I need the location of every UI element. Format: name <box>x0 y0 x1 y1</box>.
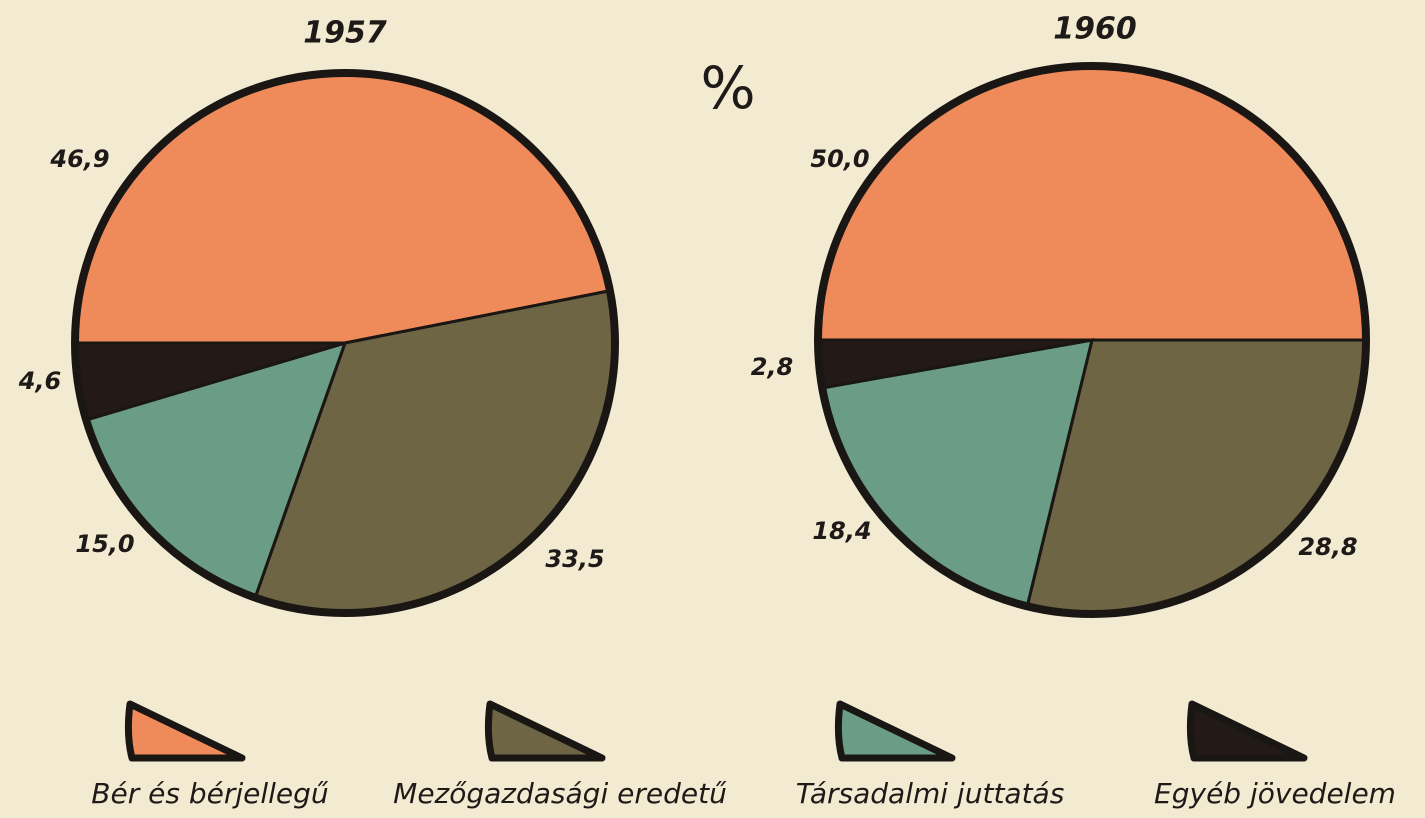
legend-label: Bér és bérjellegű <box>91 777 329 810</box>
legend-label: Mezőgazdasági eredetű <box>393 777 727 810</box>
legend-swatch <box>834 700 956 762</box>
value-label: 4,6 <box>18 367 62 395</box>
value-label: 18,4 <box>812 517 871 545</box>
legend-label: Társadalmi juttatás <box>796 777 1065 810</box>
unit: % <box>700 54 755 122</box>
legend-swatch <box>484 700 606 762</box>
pie-outline <box>71 69 619 617</box>
pie-title: 1957 <box>303 16 387 51</box>
legend-label: Egyéb jövedelem <box>1154 777 1396 810</box>
value-label: 50,0 <box>810 145 869 173</box>
value-label: 33,5 <box>545 545 604 573</box>
value-label: 28,8 <box>1298 533 1357 561</box>
pie-outline <box>814 62 1370 618</box>
pie-title: 1960 <box>1053 12 1137 47</box>
value-label: 2,8 <box>751 353 794 381</box>
legend-swatch <box>1186 700 1308 762</box>
legend-swatch <box>124 700 246 762</box>
value-label: 15,0 <box>75 530 134 558</box>
value-label: 46,9 <box>49 145 109 173</box>
